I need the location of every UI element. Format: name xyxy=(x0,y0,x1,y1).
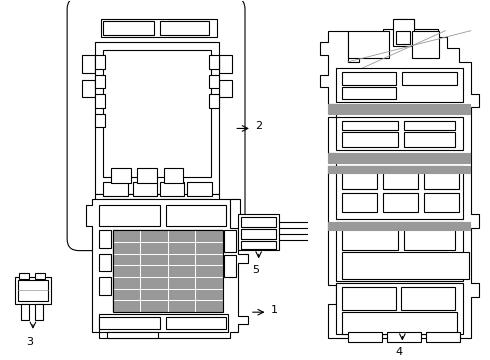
Bar xyxy=(336,166,463,219)
Bar xyxy=(96,55,105,69)
Bar xyxy=(401,287,455,310)
Text: 5: 5 xyxy=(252,265,259,275)
Bar xyxy=(107,332,158,338)
Bar xyxy=(342,170,377,189)
Bar xyxy=(336,283,463,334)
Bar xyxy=(99,230,111,248)
Bar xyxy=(342,312,457,334)
Bar xyxy=(241,241,276,249)
Bar xyxy=(160,199,211,226)
Bar xyxy=(219,80,232,97)
Bar xyxy=(347,31,389,58)
Bar xyxy=(347,332,382,342)
Bar xyxy=(404,132,455,147)
Bar xyxy=(209,55,219,69)
Bar xyxy=(82,55,96,73)
Bar xyxy=(342,252,469,279)
Bar xyxy=(230,199,240,228)
Bar xyxy=(412,31,440,58)
Bar xyxy=(103,199,154,226)
Bar xyxy=(396,31,410,44)
Bar xyxy=(328,153,470,163)
Bar xyxy=(241,217,276,227)
Text: 3: 3 xyxy=(26,337,33,347)
Bar xyxy=(241,229,276,239)
Bar xyxy=(99,253,111,271)
Bar xyxy=(328,222,470,230)
Bar xyxy=(138,167,157,183)
Bar xyxy=(402,72,457,85)
Bar xyxy=(35,304,43,320)
Bar xyxy=(160,21,209,35)
Bar xyxy=(96,75,105,88)
Bar xyxy=(336,222,463,281)
Bar xyxy=(424,193,459,212)
Bar xyxy=(328,104,470,114)
Bar xyxy=(103,50,211,177)
Bar xyxy=(342,226,398,249)
Bar xyxy=(328,166,470,174)
Bar xyxy=(113,230,222,312)
Bar xyxy=(209,94,219,108)
Bar xyxy=(404,226,455,249)
Bar xyxy=(383,193,418,212)
Bar xyxy=(99,317,160,329)
Bar xyxy=(224,256,236,277)
Bar xyxy=(133,182,157,196)
Bar xyxy=(103,182,128,196)
Bar xyxy=(342,287,395,310)
Bar xyxy=(15,277,50,304)
Bar xyxy=(18,280,48,301)
Text: 4: 4 xyxy=(396,347,403,357)
Bar xyxy=(96,42,219,194)
Bar xyxy=(113,230,222,312)
Bar xyxy=(342,87,396,99)
Bar xyxy=(404,121,455,130)
Text: 2: 2 xyxy=(255,121,262,131)
Bar xyxy=(383,170,418,189)
Bar xyxy=(103,21,154,35)
Bar xyxy=(424,170,459,189)
FancyBboxPatch shape xyxy=(67,0,245,251)
Bar xyxy=(19,273,29,279)
Bar xyxy=(35,273,45,279)
Bar xyxy=(99,205,160,226)
Bar xyxy=(99,314,228,332)
Bar xyxy=(342,193,377,212)
Bar xyxy=(166,205,226,226)
Bar xyxy=(111,167,131,183)
Bar xyxy=(164,167,183,183)
Bar xyxy=(96,114,105,127)
Bar xyxy=(342,132,398,147)
Polygon shape xyxy=(86,199,248,338)
Bar xyxy=(224,230,236,252)
Bar xyxy=(219,55,232,73)
Bar xyxy=(209,75,219,88)
Polygon shape xyxy=(320,19,479,338)
Bar xyxy=(387,332,421,342)
Bar xyxy=(342,121,398,130)
Bar xyxy=(101,19,217,37)
Bar xyxy=(392,19,414,46)
Bar xyxy=(96,94,105,108)
Bar xyxy=(82,80,96,97)
Bar xyxy=(21,304,29,320)
Bar xyxy=(336,117,463,150)
Bar xyxy=(187,182,212,196)
Bar xyxy=(336,68,463,102)
Bar xyxy=(238,215,279,249)
Text: 1: 1 xyxy=(270,305,277,315)
Bar xyxy=(426,332,460,342)
Bar xyxy=(160,182,184,196)
Bar xyxy=(99,277,111,294)
Bar xyxy=(342,72,396,85)
Bar xyxy=(166,317,226,329)
Bar xyxy=(96,194,219,231)
